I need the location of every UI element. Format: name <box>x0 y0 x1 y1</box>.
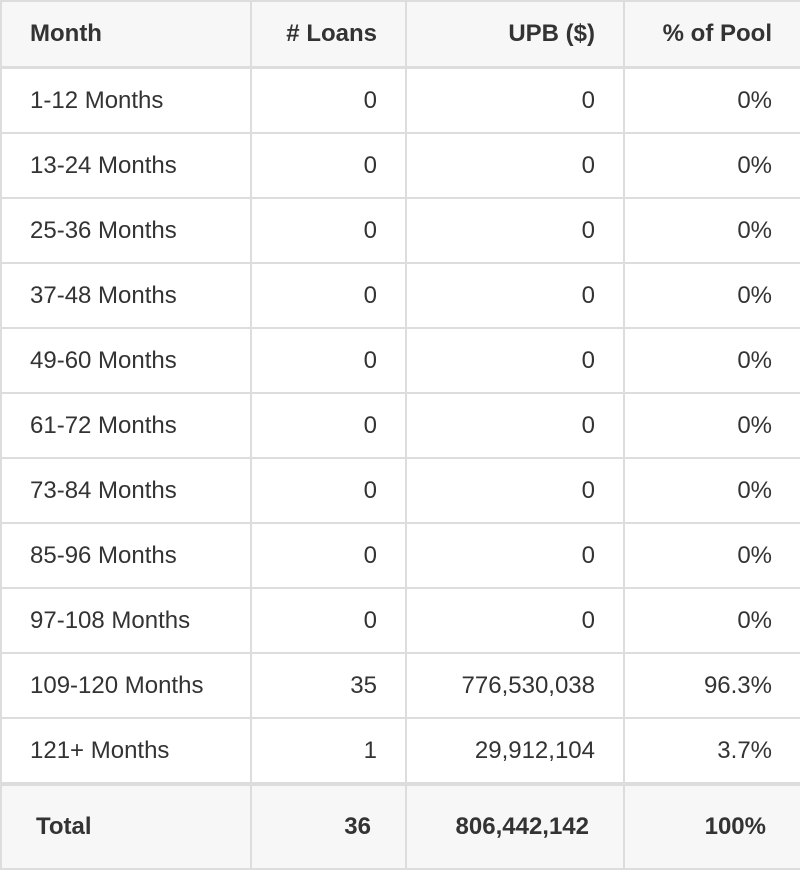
header-loans: # Loans <box>250 0 407 69</box>
table-row: 85-96 Months 0 0 0% <box>0 522 800 589</box>
cell-upb: 0 <box>405 327 625 394</box>
header-upb: UPB ($) <box>405 0 625 69</box>
cell-month: 109-120 Months <box>0 652 252 719</box>
cell-loans: 0 <box>250 66 407 134</box>
table-header: Month # Loans UPB ($) % of Pool <box>0 0 800 69</box>
table-footer: Total 36 806,442,142 100% <box>0 782 800 870</box>
cell-upb: 776,530,038 <box>405 652 625 719</box>
cell-upb: 0 <box>405 457 625 524</box>
table-row: 37-48 Months 0 0 0% <box>0 262 800 329</box>
table-row: 13-24 Months 0 0 0% <box>0 132 800 199</box>
cell-pct: 96.3% <box>623 652 800 719</box>
cell-loans: 0 <box>250 522 407 589</box>
cell-pct: 0% <box>623 132 800 199</box>
cell-pct: 0% <box>623 66 800 134</box>
table-body: 1-12 Months 0 0 0% 13-24 Months 0 0 0% 2… <box>0 66 800 785</box>
cell-loans: 35 <box>250 652 407 719</box>
total-row: Total 36 806,442,142 100% <box>0 782 800 870</box>
header-row: Month # Loans UPB ($) % of Pool <box>0 0 800 69</box>
cell-upb: 0 <box>405 66 625 134</box>
cell-month: 37-48 Months <box>0 262 252 329</box>
table-row: 97-108 Months 0 0 0% <box>0 587 800 654</box>
cell-month: 25-36 Months <box>0 197 252 264</box>
total-loans: 36 <box>250 782 407 870</box>
cell-pct: 3.7% <box>623 717 800 785</box>
header-pct-of-pool: % of Pool <box>623 0 800 69</box>
total-upb: 806,442,142 <box>405 782 625 870</box>
cell-month: 13-24 Months <box>0 132 252 199</box>
cell-loans: 0 <box>250 587 407 654</box>
table-row: 61-72 Months 0 0 0% <box>0 392 800 459</box>
cell-upb: 0 <box>405 392 625 459</box>
cell-month: 49-60 Months <box>0 327 252 394</box>
cell-month: 61-72 Months <box>0 392 252 459</box>
table-row: 25-36 Months 0 0 0% <box>0 197 800 264</box>
table-row: 109-120 Months 35 776,530,038 96.3% <box>0 652 800 719</box>
cell-month: 97-108 Months <box>0 587 252 654</box>
cell-upb: 0 <box>405 197 625 264</box>
cell-month: 121+ Months <box>0 717 252 785</box>
cell-upb: 0 <box>405 522 625 589</box>
loan-maturity-table: Month # Loans UPB ($) % of Pool 1-12 Mon… <box>0 0 800 870</box>
cell-pct: 0% <box>623 522 800 589</box>
table-row: 49-60 Months 0 0 0% <box>0 327 800 394</box>
cell-month: 85-96 Months <box>0 522 252 589</box>
table-row: 1-12 Months 0 0 0% <box>0 66 800 134</box>
cell-upb: 0 <box>405 262 625 329</box>
table-row: 73-84 Months 0 0 0% <box>0 457 800 524</box>
cell-upb: 0 <box>405 132 625 199</box>
cell-loans: 0 <box>250 197 407 264</box>
cell-loans: 0 <box>250 327 407 394</box>
total-pct: 100% <box>623 782 800 870</box>
cell-month: 1-12 Months <box>0 66 252 134</box>
cell-pct: 0% <box>623 587 800 654</box>
cell-loans: 0 <box>250 132 407 199</box>
cell-upb: 29,912,104 <box>405 717 625 785</box>
cell-loans: 0 <box>250 262 407 329</box>
cell-upb: 0 <box>405 587 625 654</box>
cell-pct: 0% <box>623 392 800 459</box>
total-label: Total <box>0 782 252 870</box>
cell-loans: 0 <box>250 457 407 524</box>
cell-pct: 0% <box>623 457 800 524</box>
cell-month: 73-84 Months <box>0 457 252 524</box>
table-row: 121+ Months 1 29,912,104 3.7% <box>0 717 800 785</box>
cell-loans: 0 <box>250 392 407 459</box>
cell-pct: 0% <box>623 262 800 329</box>
cell-pct: 0% <box>623 197 800 264</box>
cell-loans: 1 <box>250 717 407 785</box>
header-month: Month <box>0 0 252 69</box>
cell-pct: 0% <box>623 327 800 394</box>
